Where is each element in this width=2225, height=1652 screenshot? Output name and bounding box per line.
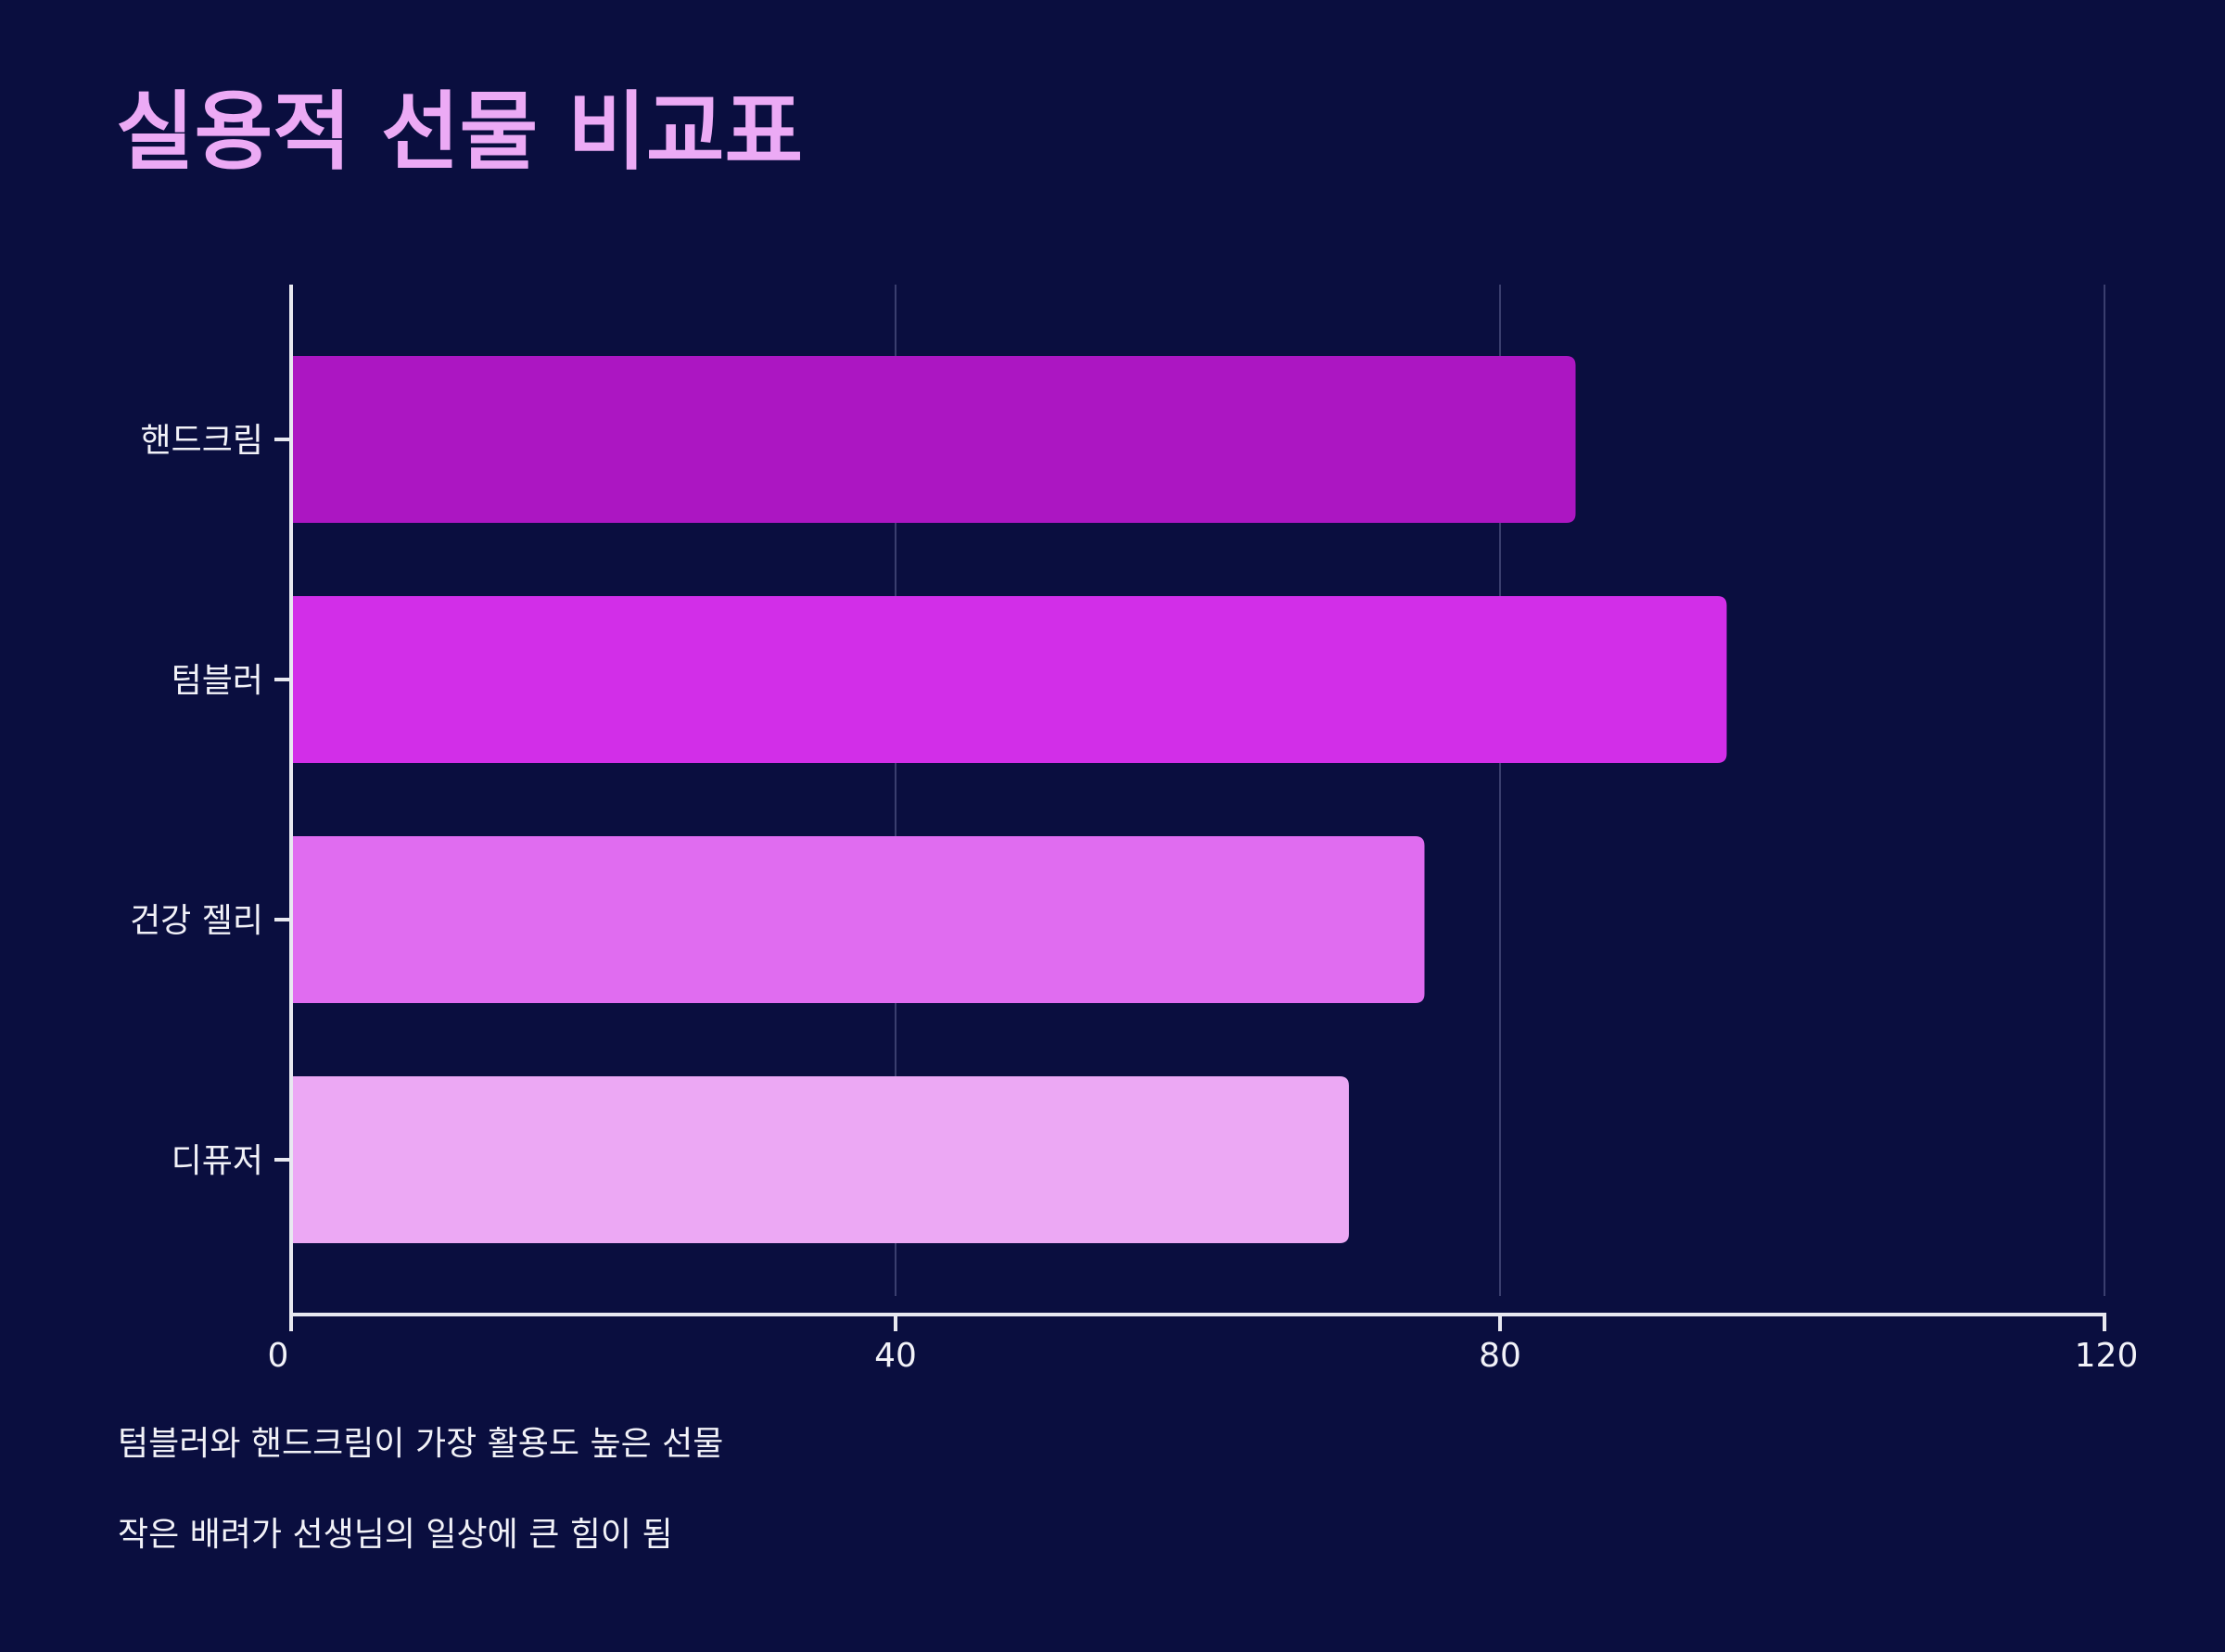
x-tick-label-2: 40 — [874, 1337, 917, 1375]
y-tick-label-1: 핸드크림 — [141, 422, 263, 460]
x-tick-label-4: 120 — [2075, 1337, 2139, 1375]
x-tick-label-1: 0 — [268, 1337, 289, 1375]
chart-note-1: 텀블러와 핸드크림이 가장 활용도 높은 선물 — [118, 1425, 724, 1463]
y-tick-label-4: 디퓨저 — [172, 1142, 263, 1180]
bar-2 — [291, 596, 1727, 763]
bar-4 — [291, 1076, 1349, 1243]
y-tick-label-3: 건강 젤리 — [130, 902, 263, 940]
bar-3 — [291, 836, 1425, 1003]
chart-title: 실용적 선물 비교표 — [116, 83, 804, 182]
bar-1 — [291, 356, 1576, 523]
y-tick-label-2: 텀블러 — [172, 662, 263, 700]
x-tick-label-3: 80 — [1479, 1337, 1521, 1375]
chart-note-2: 작은 배려가 선생님의 일상에 큰 힘이 됨 — [118, 1516, 673, 1554]
